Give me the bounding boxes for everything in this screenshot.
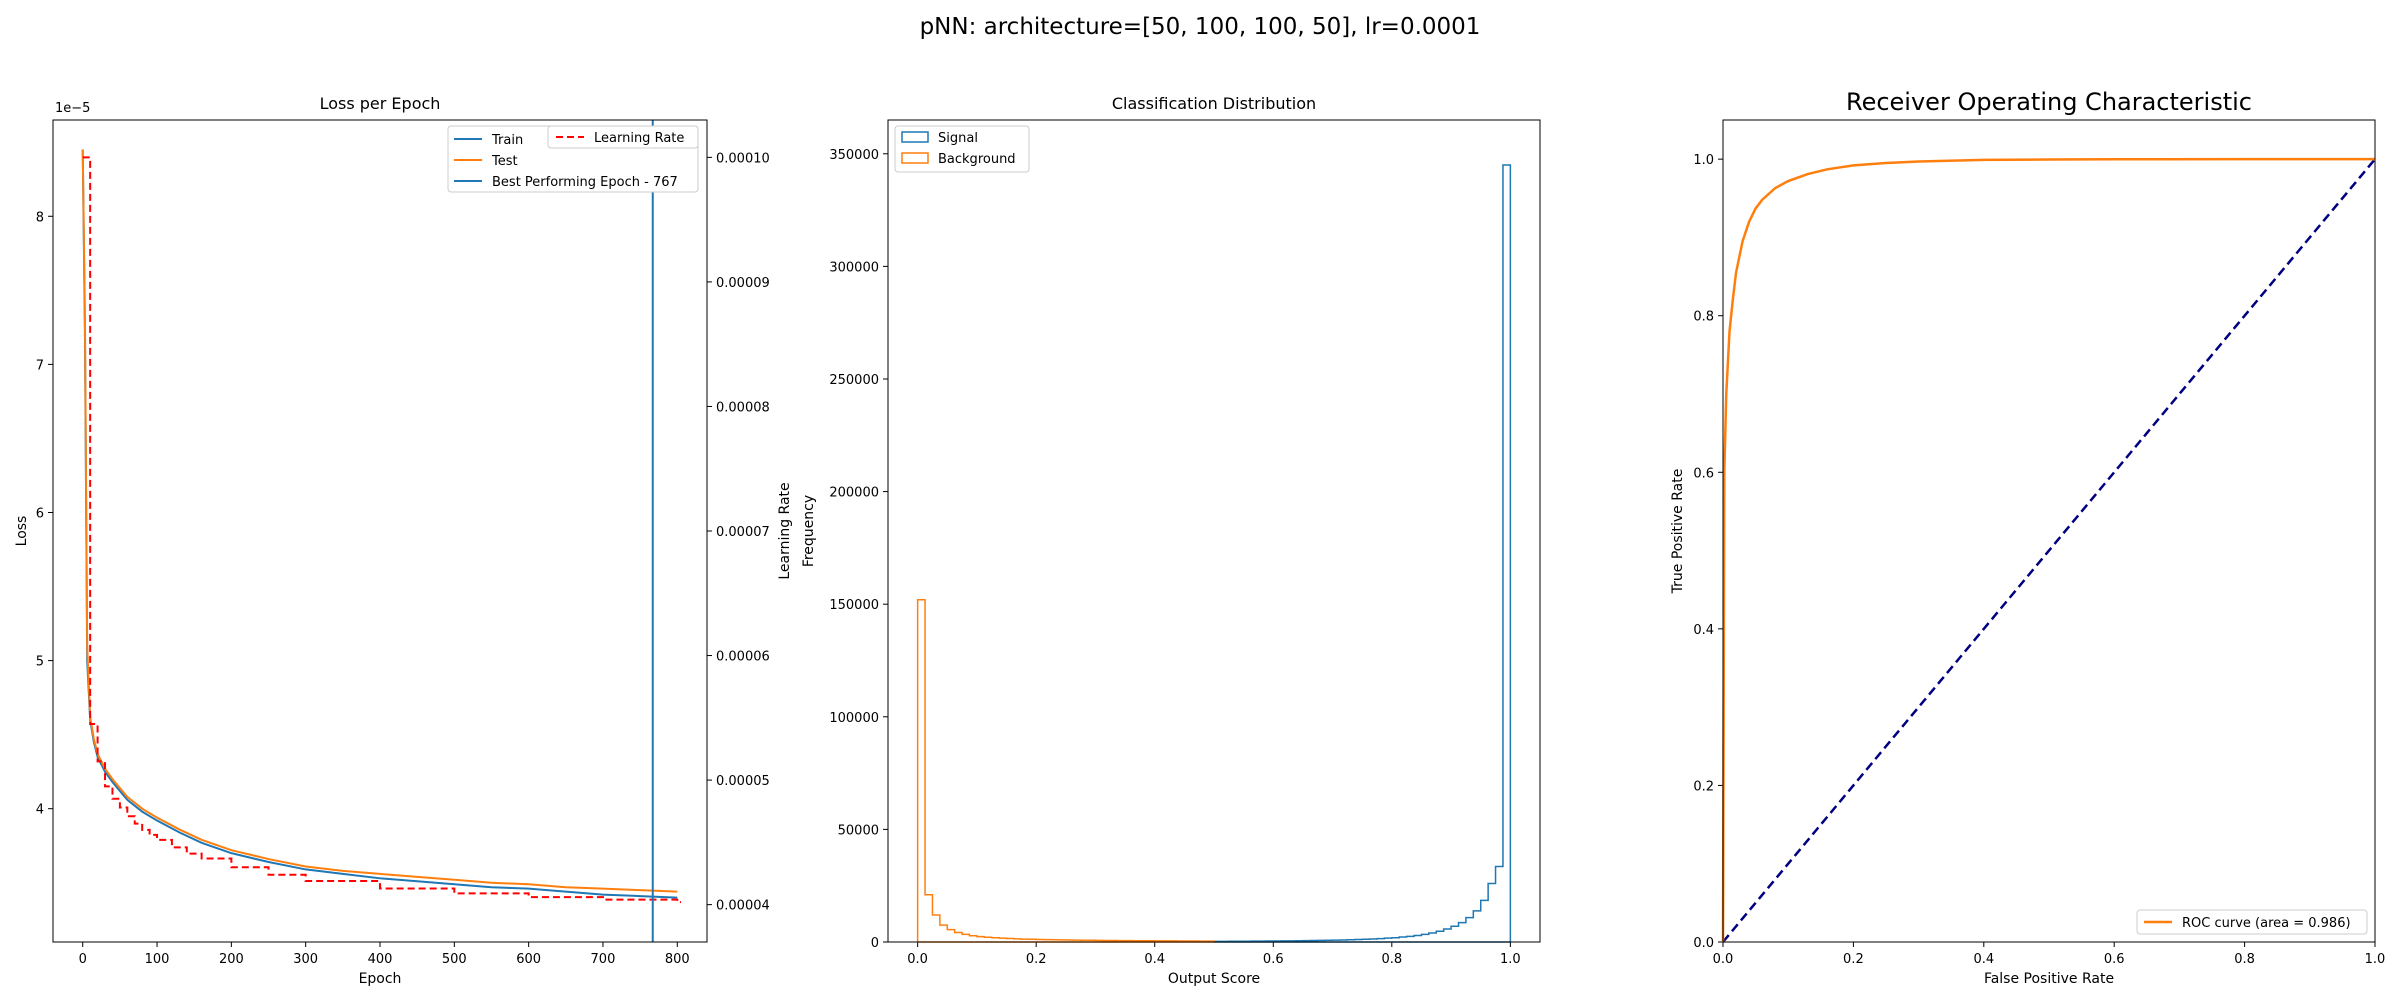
test-loss-line — [81, 149, 678, 893]
roc-legend-label: ROC curve (area = 0.986) — [2182, 916, 2351, 931]
dist-ytick-label: 150000 — [829, 598, 879, 613]
dist-ytick-label: 350000 — [829, 148, 879, 163]
roc-ytick-label: 0.2 — [1693, 779, 1714, 794]
loss-legend-label: Best Performing Epoch - 767 — [492, 175, 678, 190]
roc-plot-frame — [1722, 119, 2376, 943]
dist-xtick-label: 0.6 — [1263, 952, 1284, 967]
loss-ytick-label: 5 — [36, 655, 44, 670]
roc-ytick-label: 1.0 — [1693, 153, 1714, 168]
dist-xtick-label: 0.4 — [1144, 952, 1165, 967]
lr-ytick-label: 0.00005 — [716, 774, 770, 789]
loss-xtick-label: 700 — [591, 952, 616, 967]
dist-chart-title: Classification Distribution — [1112, 94, 1316, 113]
lr-ytick-label: 0.00008 — [716, 400, 770, 415]
roc-ytick-label: 0.4 — [1693, 623, 1714, 638]
roc-xlabel: False Positive Rate — [1984, 971, 2114, 987]
roc-chart-title: Receiver Operating Characteristic — [1846, 88, 2252, 116]
lr-ytick-label: 0.00007 — [716, 525, 770, 540]
dist-xlabel: Output Score — [1168, 971, 1260, 987]
roc-xtick-label: 0.6 — [2104, 952, 2125, 967]
loss-xtick-label: 300 — [293, 952, 318, 967]
roc-legend-box — [2136, 909, 2368, 935]
train-loss-line — [81, 149, 678, 899]
loss-xtick-label: 600 — [516, 952, 541, 967]
dist-legend-label: Background — [938, 152, 1016, 167]
dist-ytick-label: 50000 — [838, 823, 879, 838]
dist-ytick-label: 200000 — [829, 486, 879, 501]
roc-xtick-label: 1.0 — [2365, 952, 2386, 967]
lr-ytick-label: 0.00004 — [716, 899, 770, 914]
loss-ytick-label: 4 — [36, 803, 44, 818]
loss-xtick-label: 800 — [665, 952, 690, 967]
roc-ytick-label: 0.0 — [1693, 936, 1714, 951]
dist-ytick-label: 300000 — [829, 260, 879, 275]
roc-ytick-label: 0.8 — [1693, 310, 1714, 325]
lr-legend-label: Learning Rate — [594, 131, 684, 146]
loss-offset-label: 1e−5 — [55, 101, 90, 116]
roc-xtick-label: 0.4 — [1973, 952, 1994, 967]
dist-legend-swatch — [901, 131, 929, 143]
learning-rate-line — [82, 156, 681, 904]
dist-legend-swatch — [901, 152, 929, 164]
roc-curve-line — [1721, 157, 2375, 943]
dist-xtick-label: 0.8 — [1381, 952, 1402, 967]
roc-diagonal-line — [1722, 158, 2376, 943]
background-histogram — [916, 598, 1215, 943]
lr-ytick-label: 0.00006 — [716, 650, 770, 665]
lr-legend-box — [547, 125, 699, 149]
loss-xtick-label: 500 — [442, 952, 467, 967]
loss-plot-frame — [52, 119, 708, 943]
loss-chart-title: Loss per Epoch — [320, 94, 441, 113]
loss-xtick-label: 100 — [145, 952, 170, 967]
dist-legend-label: Signal — [938, 131, 978, 146]
loss-ytick-label: 8 — [36, 210, 44, 225]
signal-histogram — [1213, 164, 1512, 943]
dist-xtick-label: 0.2 — [1026, 952, 1047, 967]
dist-ylabel: Frequency — [801, 495, 817, 567]
loss-xlabel: Epoch — [359, 971, 402, 987]
figure-suptitle: pNN: architecture=[50, 100, 100, 50], lr… — [919, 14, 1481, 40]
loss-ytick-label: 7 — [36, 358, 44, 373]
dist-ytick-label: 0 — [871, 936, 879, 951]
loss-xtick-label: 200 — [219, 952, 244, 967]
dist-ytick-label: 250000 — [829, 373, 879, 388]
dist-xtick-label: 0.0 — [907, 952, 928, 967]
roc-ytick-label: 0.6 — [1693, 466, 1714, 481]
loss-ytick-label: 6 — [36, 506, 44, 521]
loss-legend-label: Test — [491, 154, 518, 169]
dist-plot-frame — [887, 119, 1541, 943]
loss-xtick-label: 0 — [79, 952, 87, 967]
roc-ylabel: True Positive Rate — [1670, 469, 1686, 595]
roc-xtick-label: 0.8 — [2234, 952, 2255, 967]
dist-xtick-label: 1.0 — [1500, 952, 1521, 967]
lr-ylabel: Learning Rate — [777, 482, 793, 579]
lr-ytick-label: 0.00009 — [716, 276, 770, 291]
lr-ytick-label: 0.00010 — [716, 151, 770, 166]
loss-legend-label: Train — [491, 133, 523, 148]
roc-xtick-label: 0.0 — [1713, 952, 1734, 967]
roc-xtick-label: 0.2 — [1843, 952, 1864, 967]
loss-ylabel: Loss — [14, 516, 30, 547]
loss-xtick-label: 400 — [368, 952, 393, 967]
dist-ytick-label: 100000 — [829, 711, 879, 726]
